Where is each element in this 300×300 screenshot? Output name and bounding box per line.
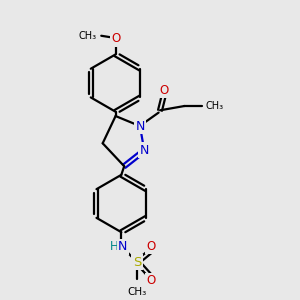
Text: CH₃: CH₃ — [206, 101, 224, 111]
Text: O: O — [160, 84, 169, 97]
Text: O: O — [147, 274, 156, 287]
Text: N: N — [140, 144, 149, 157]
Text: N: N — [135, 120, 145, 133]
Text: H: H — [110, 240, 118, 253]
Text: O: O — [111, 32, 120, 45]
Text: CH₃: CH₃ — [79, 31, 97, 41]
Text: O: O — [147, 240, 156, 253]
Text: N: N — [118, 240, 128, 253]
Text: CH₃: CH₃ — [128, 287, 147, 297]
Text: S: S — [133, 256, 141, 269]
